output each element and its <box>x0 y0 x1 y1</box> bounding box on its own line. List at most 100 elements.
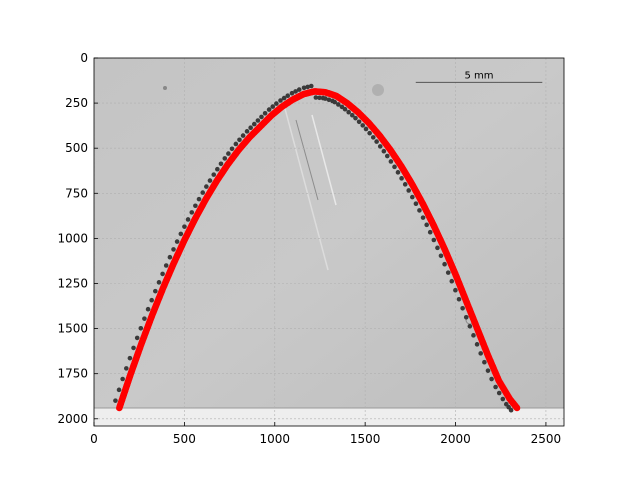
image-dot <box>442 261 447 267</box>
image-dot <box>262 110 268 116</box>
image-dot <box>274 101 279 106</box>
x-tick-label: 2000 <box>440 432 471 446</box>
image-dot <box>410 194 415 200</box>
image-dot <box>392 164 397 170</box>
image-dot <box>233 141 239 147</box>
image-dot <box>305 84 310 90</box>
image-dot <box>142 316 147 321</box>
series-markers <box>116 88 521 412</box>
x-tick-label: 1500 <box>350 432 381 446</box>
series-point <box>513 404 521 412</box>
image-dot <box>196 196 202 202</box>
image-dot <box>485 368 491 373</box>
image-dot <box>449 278 455 284</box>
image-dot <box>424 222 429 228</box>
image-dot <box>215 166 220 172</box>
image-dot <box>313 95 319 100</box>
image-dot <box>289 90 295 96</box>
y-tick-label: 500 <box>65 141 88 155</box>
y-tick-label: 1250 <box>57 276 88 290</box>
image-dot <box>244 129 250 134</box>
image-dot <box>381 148 387 154</box>
image-dot <box>336 102 341 107</box>
image-dot <box>326 97 332 103</box>
image-dot <box>145 306 151 312</box>
image-dot <box>218 161 224 167</box>
image-dot <box>120 376 125 382</box>
image-dot <box>113 398 118 403</box>
x-tick-label: 1000 <box>259 432 290 446</box>
image-dot <box>116 387 122 393</box>
image-dot <box>363 126 369 132</box>
image-dot <box>493 384 498 390</box>
image-dot <box>301 85 307 91</box>
image-dot <box>467 324 473 329</box>
image-dot <box>259 114 264 120</box>
plot-frame <box>93 57 565 427</box>
image-dot <box>435 245 440 251</box>
x-tick-label: 500 <box>173 432 196 446</box>
image-dot <box>131 345 136 351</box>
image-particle-dots <box>113 83 514 413</box>
image-dot <box>346 109 351 115</box>
image-dot <box>255 118 261 123</box>
image-dot <box>124 366 129 371</box>
image-dot <box>489 376 494 382</box>
x-axis: 0 500 1000 1500 2000 2500 <box>90 422 561 446</box>
image-dot <box>237 137 242 143</box>
image-dot <box>508 407 514 413</box>
y-tick-label: 1500 <box>57 322 88 336</box>
scale-bar-label: 5 mm <box>465 70 494 81</box>
image-dot <box>417 208 422 213</box>
image-dot <box>332 99 338 105</box>
image-dot <box>167 254 173 260</box>
image-dot <box>156 280 162 285</box>
image-dot <box>278 98 283 103</box>
image-dot <box>445 270 451 275</box>
image-dot <box>127 355 133 361</box>
image-dot <box>402 182 408 187</box>
image-dot <box>370 135 376 140</box>
image-dot <box>178 231 184 237</box>
image-dot <box>270 104 276 109</box>
y-tick-label: 0 <box>80 51 88 65</box>
image-dot <box>134 335 140 341</box>
image-dot <box>482 359 487 365</box>
image-dot <box>478 351 483 356</box>
image-dot <box>153 288 158 294</box>
image-dot <box>174 239 180 244</box>
image-dot <box>353 115 358 121</box>
image-dot <box>496 390 502 396</box>
image-dot <box>182 224 187 229</box>
image-dot <box>200 190 206 195</box>
image-dot <box>308 83 314 89</box>
image-dot <box>251 121 257 127</box>
image-dot <box>460 305 465 311</box>
image-dot <box>388 159 394 164</box>
y-tick-label: 750 <box>65 186 88 200</box>
image-dot <box>384 153 390 159</box>
image-dot <box>266 107 272 112</box>
image-dot <box>248 125 253 131</box>
y-tick-label: 250 <box>65 96 88 110</box>
image-dot <box>229 146 235 152</box>
x-tick-label: 0 <box>90 432 98 446</box>
y-tick-label: 1750 <box>57 367 88 381</box>
image-dot <box>349 112 355 118</box>
image-dot <box>360 123 366 128</box>
image-dot <box>293 89 298 94</box>
image-dot <box>500 396 506 402</box>
image-dot <box>138 325 144 331</box>
image-dot <box>322 96 328 101</box>
background-image <box>94 58 564 426</box>
image-dot <box>211 172 217 177</box>
image-dot <box>149 297 154 303</box>
image-dot <box>281 95 287 101</box>
image-dot <box>204 184 209 189</box>
image-dot <box>431 237 437 243</box>
image-dot <box>427 229 433 235</box>
image-dot <box>377 144 383 149</box>
image-dot <box>420 215 426 220</box>
image-dot <box>163 263 169 268</box>
